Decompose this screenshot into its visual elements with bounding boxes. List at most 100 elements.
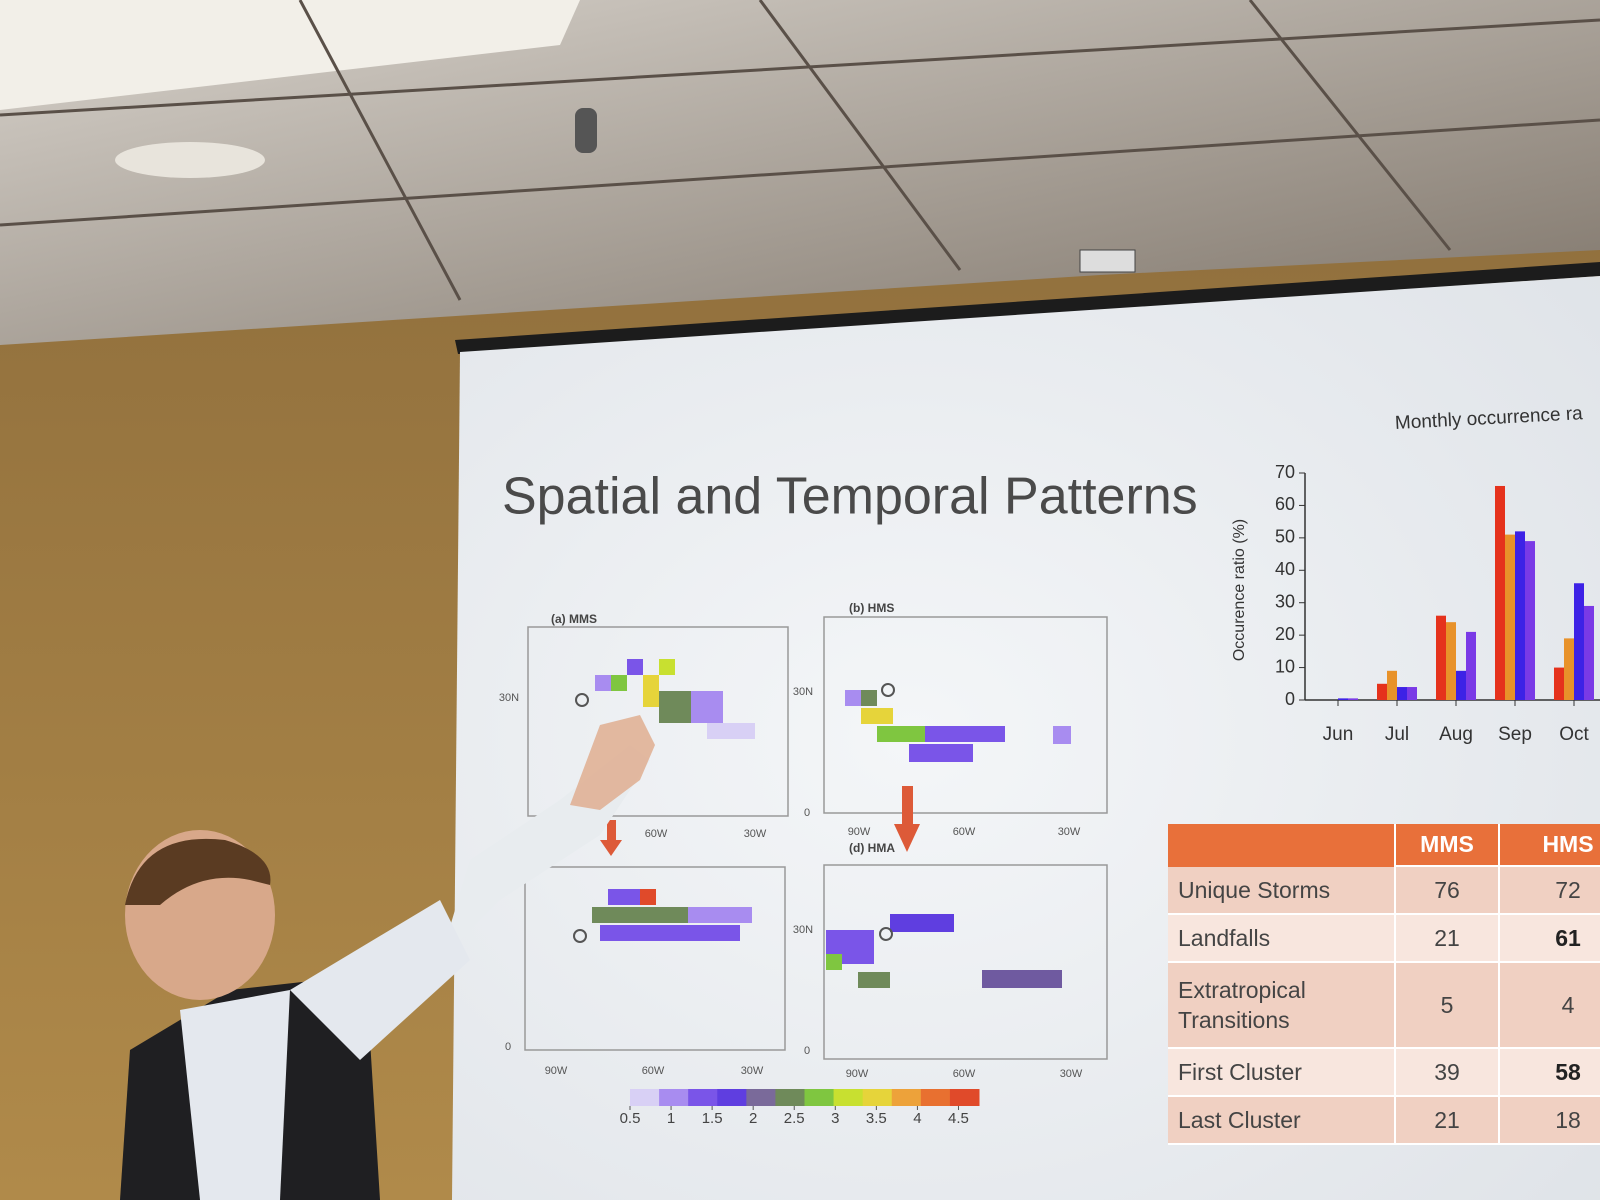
colorbar-tick-label: 4 bbox=[913, 1110, 921, 1127]
heatmap-cell bbox=[611, 675, 627, 691]
heatmap-cell bbox=[826, 954, 842, 970]
heatmap-cell bbox=[592, 907, 688, 923]
heatmap-cell bbox=[861, 690, 877, 706]
y-tick-label: 10 bbox=[1275, 656, 1295, 676]
bar bbox=[1574, 583, 1584, 700]
colorbar-segment bbox=[659, 1089, 689, 1106]
colorbar-segment bbox=[949, 1089, 980, 1106]
lat-label: 30N bbox=[499, 692, 519, 704]
bar bbox=[1387, 670, 1397, 700]
row-label: Extratropical Transitions bbox=[1168, 963, 1396, 1049]
bar bbox=[1377, 683, 1387, 700]
bar bbox=[1466, 631, 1476, 700]
colorbar-tick-label: 2.5 bbox=[784, 1110, 805, 1127]
speaker bbox=[115, 142, 265, 178]
colorbar-tick-label: 2 bbox=[749, 1110, 757, 1127]
x-tick-label: Aug bbox=[1439, 724, 1473, 745]
colorbar-tick-label: 3 bbox=[831, 1110, 839, 1127]
lon-label: 60W bbox=[645, 828, 668, 840]
bar bbox=[1515, 531, 1525, 700]
heatmap-cell bbox=[858, 972, 890, 988]
heatmap-cell bbox=[608, 889, 640, 905]
y-tick-label: 30 bbox=[1275, 591, 1295, 611]
heatmap-cell bbox=[659, 691, 691, 723]
projector bbox=[1079, 249, 1136, 273]
lon-label: 90W bbox=[846, 1068, 869, 1080]
table-cell: 21 bbox=[1396, 915, 1500, 963]
panel-label: (a) MMS bbox=[551, 612, 597, 626]
slide-title: Spatial and Temporal Patterns bbox=[502, 468, 1198, 526]
heatmap-cell bbox=[925, 726, 1005, 742]
table-cell: 5 bbox=[1396, 963, 1500, 1049]
table-cell: 61 bbox=[1500, 915, 1600, 963]
table-cell: 76 bbox=[1396, 867, 1500, 915]
ceiling-light bbox=[0, 0, 580, 110]
y-tick-label: 60 bbox=[1275, 494, 1295, 514]
bar bbox=[1525, 541, 1535, 700]
y-tick-label: 40 bbox=[1275, 559, 1295, 579]
bar bbox=[1584, 605, 1594, 700]
lon-label: 30W bbox=[1058, 826, 1081, 838]
y-tick-label: 20 bbox=[1275, 624, 1295, 644]
map-frames bbox=[524, 616, 1108, 1060]
table-cell: 58 bbox=[1500, 1049, 1600, 1097]
sprinkler bbox=[575, 108, 597, 153]
panel-label: (b) HMS bbox=[849, 601, 894, 615]
header-row: MMS HMS bbox=[1168, 824, 1600, 867]
table-cell: 21 bbox=[1396, 1097, 1500, 1145]
bar bbox=[1407, 687, 1417, 700]
colorbar-tick-label: 1.5 bbox=[702, 1110, 723, 1127]
bar bbox=[1397, 687, 1407, 700]
lon-label: 90W bbox=[848, 826, 871, 838]
colorbar-segment bbox=[862, 1089, 893, 1106]
heatmap-cell bbox=[845, 690, 861, 706]
lon-label: 60W bbox=[953, 1068, 976, 1080]
heatmap-cell bbox=[890, 914, 954, 932]
bar bbox=[1495, 485, 1505, 700]
lon-label: 30W bbox=[741, 1065, 764, 1077]
lon-label: 90W bbox=[545, 1065, 568, 1077]
colorbar-tick-label: 3.5 bbox=[866, 1110, 887, 1127]
bar bbox=[1564, 638, 1574, 700]
colorbar-segment bbox=[717, 1089, 747, 1106]
x-tick-label: Oct bbox=[1559, 724, 1589, 745]
ceiling-grid bbox=[0, 0, 1600, 301]
y-axis-label: Occurence ratio (%) bbox=[1231, 519, 1248, 661]
y-tick-label: 70 bbox=[1275, 462, 1295, 482]
lat-label: 30N bbox=[793, 924, 813, 936]
colorbar-tick-label: 1 bbox=[667, 1110, 675, 1127]
table-cell: 4 bbox=[1500, 963, 1600, 1049]
lat-label: 0 bbox=[804, 1045, 810, 1057]
x-tick-label: Jun bbox=[1323, 724, 1354, 745]
heatmap-cell bbox=[877, 726, 925, 742]
heatmap-cell bbox=[909, 744, 973, 762]
table-row: Landfalls 21 61 bbox=[1168, 915, 1600, 963]
header-cell: HMS bbox=[1500, 824, 1600, 867]
header-cell bbox=[1168, 824, 1396, 867]
row-label: Landfalls bbox=[1168, 915, 1396, 963]
heatmap-cell bbox=[600, 925, 740, 941]
stars bbox=[573, 683, 895, 943]
screen-bar bbox=[455, 262, 1600, 354]
bar bbox=[1554, 667, 1564, 700]
lon-label: 60W bbox=[953, 826, 976, 838]
row-label: Unique Storms bbox=[1168, 867, 1396, 915]
table-cell: 72 bbox=[1500, 867, 1600, 915]
colorbar-segment bbox=[891, 1089, 922, 1106]
table-row: Last Cluster 21 18 bbox=[1168, 1097, 1600, 1145]
bar bbox=[1456, 670, 1466, 700]
heatmap-cell bbox=[691, 691, 723, 723]
heatmap-cell bbox=[982, 970, 1062, 988]
table-row: Unique Storms 76 72 bbox=[1168, 867, 1600, 915]
heatmap-cell bbox=[707, 723, 755, 739]
heatmap bbox=[592, 659, 1071, 988]
panel-label: (d) HMA bbox=[849, 841, 895, 855]
row-label: Last Cluster bbox=[1168, 1097, 1396, 1145]
table-cell: 18 bbox=[1500, 1097, 1600, 1145]
heatmap-cell bbox=[627, 659, 643, 675]
heatmap-cell bbox=[640, 889, 656, 905]
heatmap-cell bbox=[1053, 726, 1071, 744]
lon-label: 30W bbox=[744, 828, 767, 840]
